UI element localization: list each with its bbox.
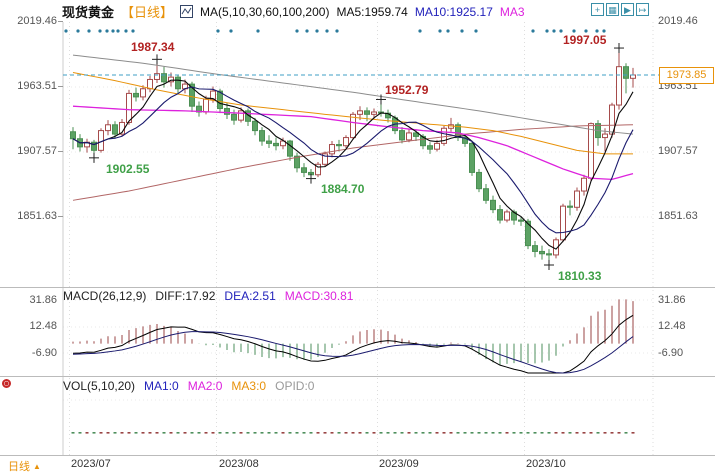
macd-tick-right-1: 31.86 (658, 294, 686, 306)
pan-icon[interactable]: + (591, 3, 604, 16)
macd-tick-right-3: -6.90 (658, 347, 684, 359)
candlestick-series (70, 48, 636, 266)
last-price-box: 1973.85 (659, 67, 714, 84)
macd-tick-right-2: 12.48 (658, 320, 686, 332)
extreme-annotation-1952.79: 1952.79 (385, 83, 429, 98)
price-tick-right-1: 2019.46 (658, 15, 698, 27)
extreme-annotation-1987.34: 1987.34 (131, 40, 175, 55)
triangle-up-icon: ▲ (33, 461, 41, 471)
exit-icon[interactable]: ↦ (636, 3, 649, 16)
period-selector[interactable]: 日线 ▲ (8, 458, 41, 473)
dea-value-label: DEA:2.51 (224, 289, 276, 303)
forward-icon[interactable]: ▶ (621, 3, 634, 16)
target-icon[interactable] (2, 379, 11, 388)
date-tick-4: 2023/10 (526, 458, 566, 470)
price-tick-right-3: 1907.57 (658, 145, 698, 157)
ma10-value-label: MA10:1925.17 (414, 4, 493, 19)
event-dot-markers (64, 29, 606, 33)
extreme-annotation-1902.55: 1902.55 (106, 161, 150, 176)
ma5-value-label: MA5:1959.74 (336, 4, 408, 19)
macd-value-label: MACD:30.81 (284, 289, 354, 303)
macd-tick-left-2: 12.48 (29, 320, 57, 332)
symbol-title: 现货黄金 (62, 5, 115, 20)
vol-ma2-label: MA2:0 (187, 379, 223, 393)
chart-type-icon[interactable] (180, 5, 194, 18)
price-tick-right-4: 1851.63 (658, 210, 698, 222)
volume-panel-series (71, 432, 635, 434)
period-selector-label: 日线 (8, 461, 30, 473)
extreme-annotation-1884.70: 1884.70 (321, 181, 365, 196)
moving-average-lines (72, 54, 634, 250)
price-tick-left-1: 2019.46 (17, 15, 57, 27)
date-tick-3: 2023/09 (379, 458, 419, 470)
macd-tick-left-1: 31.86 (29, 294, 57, 306)
extreme-annotation-1997.05: 1997.05 (563, 33, 607, 48)
period-badge[interactable]: 【日线】 (121, 5, 174, 20)
macd-legend: MACD(26,12,9) DIFF:17.92 DEA:2.51 MACD:3… (63, 289, 353, 303)
chart-toolbar: + ▦ ▶ ↦ (591, 3, 649, 16)
macd-tick-left-3: -6.90 (31, 347, 57, 359)
date-tick-1: 2023/07 (71, 458, 111, 470)
grid-lines (0, 21, 715, 456)
vol-ma1-label: MA1:0 (144, 379, 179, 393)
date-tick-2: 2023/08 (219, 458, 259, 470)
ma30-value-label: MA3 (499, 4, 525, 19)
chart-header: 现货黄金 【日线】 MA(5,10,30,60,100,200) MA5:195… (62, 2, 525, 21)
price-tick-left-4: 1851.63 (17, 210, 57, 222)
extreme-cross-markers (89, 43, 624, 271)
volume-legend: VOL(5,10,20) MA1:0 MA2:0 MA3:0 OPID:0 (63, 379, 314, 393)
diff-value-label: DIFF:17.92 (155, 289, 216, 303)
macd-params-label[interactable]: MACD(26,12,9) (63, 289, 147, 303)
macd-panel-series (72, 299, 634, 374)
vol-ma3-label: MA3:0 (231, 379, 267, 393)
extreme-annotation-1810.33: 1810.33 (558, 269, 602, 283)
vol-opid-label: OPID:0 (275, 379, 315, 393)
scale-icon[interactable]: ▦ (606, 3, 619, 16)
vol-params-label[interactable]: VOL(5,10,20) (63, 379, 136, 393)
price-tick-left-2: 1963.51 (17, 80, 57, 92)
price-tick-left-3: 1907.57 (17, 145, 57, 157)
ma-settings-label[interactable]: MA(5,10,30,60,100,200) (200, 4, 330, 19)
